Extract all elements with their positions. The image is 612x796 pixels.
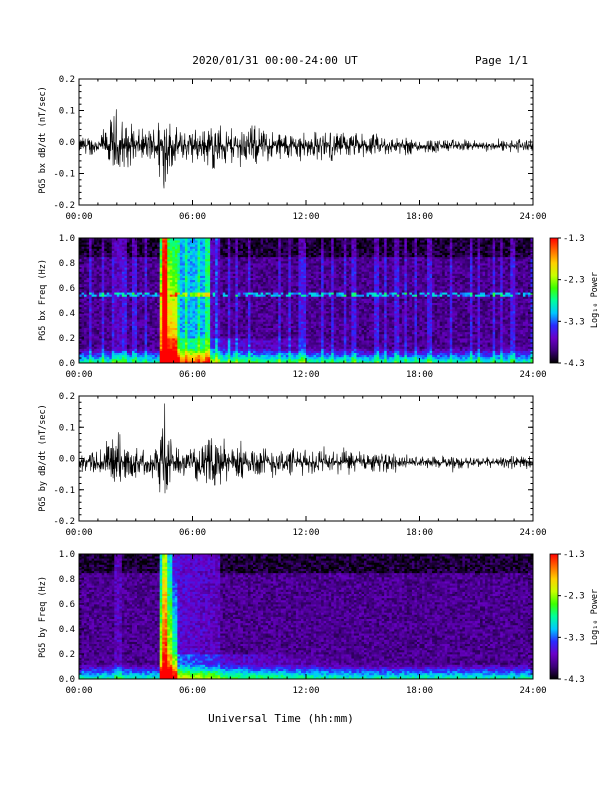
bx-spectrogram-ylabel: PG5 bx Freq (Hz)	[38, 259, 48, 341]
bx-colorbar-label: Log₁₀ Power	[590, 272, 600, 328]
x-tick-label: 24:00	[519, 212, 546, 222]
signal-trace	[79, 109, 533, 188]
x-tick-label: 00:00	[65, 212, 92, 222]
x-tick-label: 12:00	[292, 212, 319, 222]
y-tick-label: 0.1	[59, 107, 75, 117]
header-date-range: 2020/01/31 00:00-24:00 UT	[192, 54, 358, 67]
bx-timeseries-ylabel: PG5 bx dB/dt (nT/sec)	[38, 86, 48, 193]
header-page-number: Page 1/1	[475, 54, 528, 67]
spectrogram-cells	[79, 238, 533, 363]
y-tick-label: 0.0	[59, 138, 75, 148]
y-tick-label: 0.2	[59, 75, 75, 85]
bx-timeseries-panel: PG5 bx dB/dt (nT/sec) 00:00 06:00 12:00 18:…	[38, 75, 547, 222]
y-tick-label: -0.1	[53, 170, 75, 180]
x-tick-label: 18:00	[406, 212, 433, 222]
y-tick-label: -0.2	[53, 201, 75, 211]
x-tick-label: 06:00	[179, 212, 206, 222]
